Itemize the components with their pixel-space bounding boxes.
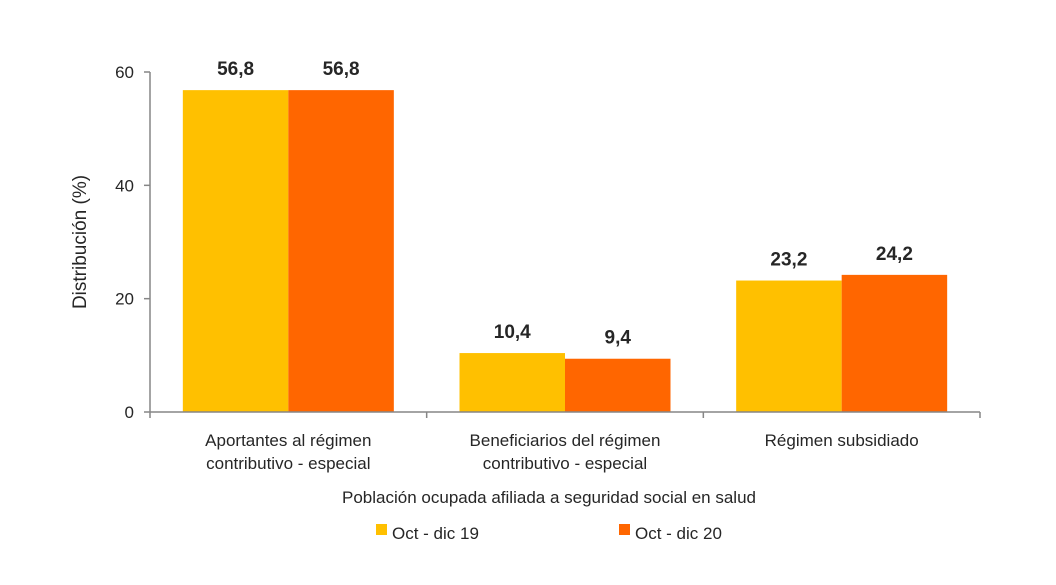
- data-label: 56,8: [217, 59, 254, 80]
- x-axis-title: Población ocupada afiliada a seguridad s…: [342, 488, 756, 507]
- y-axis-title: Distribución (%): [70, 175, 91, 309]
- data-label: 10,4: [494, 322, 531, 343]
- legend-label: Oct - dic 19: [392, 524, 479, 543]
- bar: [736, 280, 842, 412]
- x-tick-label: Régimen subsidiado: [765, 431, 919, 450]
- y-tick-label: 0: [125, 403, 134, 422]
- x-tick-label: contributivo - especial: [483, 454, 647, 473]
- x-tick-label: Aportantes al régimen: [205, 431, 371, 450]
- legend-swatch: [376, 524, 387, 535]
- y-tick-label: 40: [115, 176, 134, 195]
- data-label: 24,2: [876, 244, 913, 265]
- bar: [459, 353, 565, 412]
- bar: [182, 90, 289, 412]
- bar: [565, 358, 671, 412]
- y-tick-label: 60: [115, 63, 134, 82]
- bar: [841, 274, 948, 412]
- data-label: 56,8: [323, 59, 360, 80]
- legend-swatch: [619, 524, 630, 535]
- data-label: 9,4: [605, 328, 632, 349]
- x-tick-label: contributivo - especial: [206, 454, 370, 473]
- x-tick-label: Beneficiarios del régimen: [470, 431, 661, 450]
- bar: [288, 90, 394, 412]
- legend-label: Oct - dic 20: [635, 524, 722, 543]
- data-label: 23,2: [770, 250, 807, 271]
- y-tick-label: 20: [115, 290, 134, 309]
